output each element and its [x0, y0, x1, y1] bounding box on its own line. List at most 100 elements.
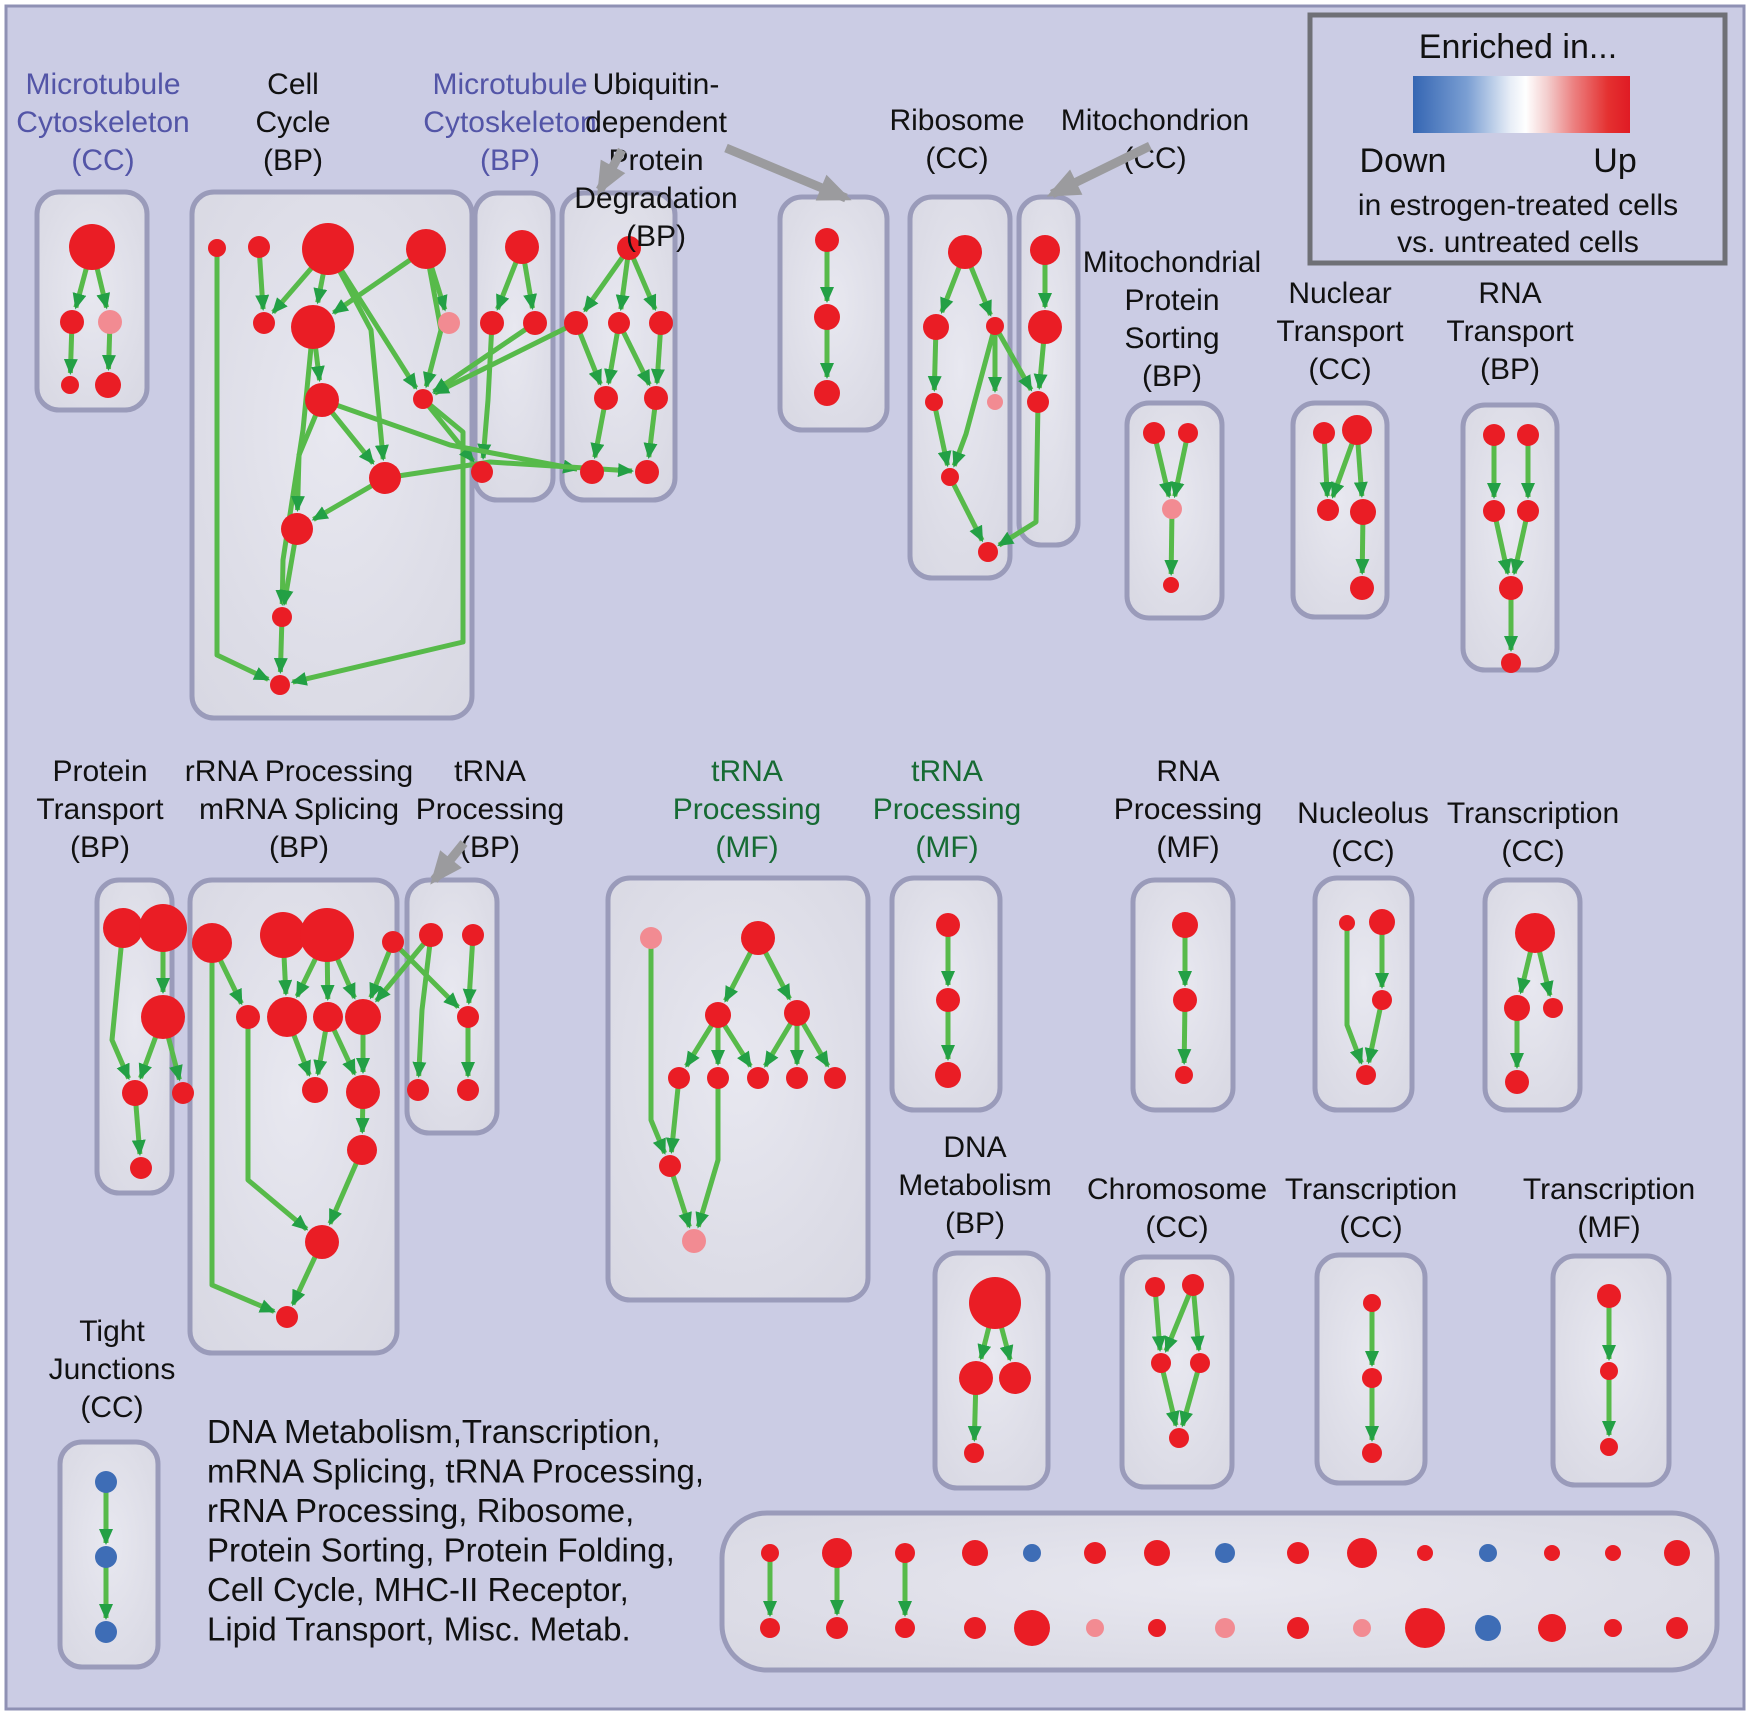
microtubule-bp-label: (BP) [480, 144, 540, 177]
trna-processing-bp-node-y2 [462, 924, 484, 946]
ubiquitin-degradation-node-u3 [608, 312, 630, 334]
rrna-processing-mrna-splicing-node-w3 [300, 908, 354, 962]
rna-transport-node-q2 [1517, 424, 1539, 446]
microtubule-cc-node-mcc5 [95, 372, 121, 398]
rrna-processing-mrna-splicing-label: mRNA Splicing [199, 793, 399, 826]
microtubule-cc-node-mcc1 [69, 224, 115, 270]
edge-w1-w13 [209, 943, 276, 1314]
trna-processing-bp-label: tRNA [454, 755, 526, 788]
cell-cycle-label: Cell [267, 68, 319, 101]
tight-junctions-node-tj2 [95, 1546, 117, 1568]
edge-r3-r6 [951, 325, 998, 468]
transcription-cc-upper-label: (CC) [1501, 835, 1564, 868]
transcription-cc-upper-box [1482, 877, 1583, 1113]
edge-cc9-m4 [421, 397, 476, 463]
misc-categories-text: Cell Cycle, MHC-II Receptor, [207, 1571, 629, 1608]
ubiquitin-degradation-node-u1 [617, 236, 641, 260]
rrna-processing-mrna-splicing-node-w8 [345, 999, 381, 1035]
protein-transport-node-v4 [122, 1080, 148, 1106]
edge-y2-y3 [462, 934, 477, 1006]
cell-cycle-node-cc10 [369, 462, 401, 494]
rrna-processing-mrna-splicing-node-w7 [313, 1002, 343, 1032]
ubiquitin-degradation-node-u6 [644, 386, 668, 410]
misc-categories-text: Protein Sorting, Protein Folding, [207, 1532, 675, 1569]
trna-processing-mf-b-label: (MF) [915, 831, 978, 864]
edge-e3-e5 [1158, 1362, 1180, 1428]
transcription-cc-upper-node-l1 [1515, 913, 1555, 953]
protein-transport-label: Transport [36, 793, 164, 826]
mitochondrial-protein-sorting-node-s4 [1163, 577, 1179, 593]
misc-categories-node-b7b [1148, 1619, 1166, 1637]
ubiquitin-degradation-2-node-p3 [814, 380, 840, 406]
ubiquitin-degradation-label: dependent [585, 106, 727, 139]
mitochondrial-protein-sorting-label: Protein [1124, 284, 1219, 317]
rna-transport-node-q3 [1483, 500, 1505, 522]
edge-s2-s3 [1170, 432, 1191, 499]
microtubule-cc-node-mcc4 [61, 376, 79, 394]
edge-cc8-u7 [321, 397, 580, 474]
microtubule-bp-node-m2 [480, 311, 504, 335]
dna-metabolism-node-d3 [999, 1362, 1031, 1394]
misc-categories-node-b9b [1287, 1617, 1309, 1639]
ubiquitin-degradation-2-node-p1 [815, 228, 839, 252]
ubiquitin-degradation-node-u8 [635, 460, 659, 484]
chromosome-node-e4 [1190, 1353, 1210, 1373]
rna-processing-mf-node-j2 [1173, 988, 1197, 1012]
ribosome-label: Ribosome [889, 104, 1024, 137]
misc-categories-node-b3t [895, 1543, 915, 1563]
legend-down-label: Down [1360, 142, 1447, 180]
transcription-mf-node-z1 [1597, 1284, 1621, 1308]
misc-categories-box [719, 1510, 1720, 1673]
rrna-processing-mrna-splicing-node-w4 [382, 931, 404, 953]
trna-processing-mf-a-box [605, 875, 871, 1303]
nuclear-transport-node-n4 [1350, 499, 1376, 525]
ubiquitin-degradation-label: Protein [608, 144, 703, 177]
misc-categories-node-b10b [1353, 1619, 1371, 1637]
misc-categories-node-b15b [1666, 1617, 1688, 1639]
legend-title: Enriched in... [1419, 28, 1617, 66]
trna-processing-mf-b-node-h1 [936, 913, 960, 937]
mitochondrial-protein-sorting-label: Sorting [1124, 322, 1219, 355]
cell-cycle-node-cc2 [248, 236, 270, 258]
transcription-mf-node-z2 [1600, 1362, 1618, 1380]
edge-m3-cc9 [432, 320, 537, 394]
misc-categories-node-b9t [1287, 1542, 1309, 1564]
dna-metabolism-node-d2 [959, 1361, 993, 1395]
tight-junctions-label: Junctions [49, 1353, 176, 1386]
misc-categories-text: mRNA Splicing, tRNA Processing, [207, 1453, 704, 1490]
edge-w4-y3 [391, 940, 460, 1009]
edge-t3-r7 [997, 401, 1041, 548]
microtubule-cc-label: Microtubule [25, 68, 180, 101]
misc-categories-node-b11b [1405, 1608, 1445, 1648]
rrna-processing-mrna-splicing-node-w11 [347, 1135, 377, 1165]
transcription-cc-upper-node-l2 [1504, 995, 1530, 1021]
tight-junctions-node-tj1 [95, 1471, 117, 1493]
trna-processing-bp-node-y1 [419, 923, 443, 947]
ubiquitin-right-arrow [724, 143, 852, 203]
ribosome-node-r1 [948, 235, 982, 269]
cell-cycle-node-cc7 [438, 312, 460, 334]
rrna-processing-mrna-splicing-node-w6 [267, 997, 307, 1037]
mitochondrial-protein-sorting-node-s3 [1162, 499, 1182, 519]
microtubule-cc-box [34, 189, 150, 413]
dna-metabolism-label: Metabolism [898, 1169, 1051, 1202]
cell-cycle-label: (BP) [263, 144, 323, 177]
misc-categories-node-b2t [822, 1538, 852, 1568]
chromosome-node-e3 [1151, 1353, 1171, 1373]
microtubule-bp-node-m3 [523, 311, 547, 335]
protein-transport-node-v3 [141, 995, 185, 1039]
transcription-cc-upper-node-l4 [1505, 1070, 1529, 1094]
mitochondrion-node-t1 [1030, 235, 1060, 265]
legend-caption: in estrogen-treated cells [1358, 189, 1678, 222]
edge-cc8-cc11 [290, 399, 325, 513]
edge-v1-v4 [109, 927, 131, 1081]
microtubule-cc-label: (CC) [71, 144, 134, 177]
cell-cycle-node-cc5 [253, 312, 275, 334]
rna-transport-label: (BP) [1480, 353, 1540, 386]
tight-junctions-label: (CC) [80, 1391, 143, 1424]
misc-categories-node-b8b [1215, 1618, 1235, 1638]
trna-processing-mf-b-label: tRNA [911, 755, 983, 788]
ribosome-node-r4 [925, 393, 943, 411]
dna-metabolism-label: DNA [943, 1131, 1006, 1164]
